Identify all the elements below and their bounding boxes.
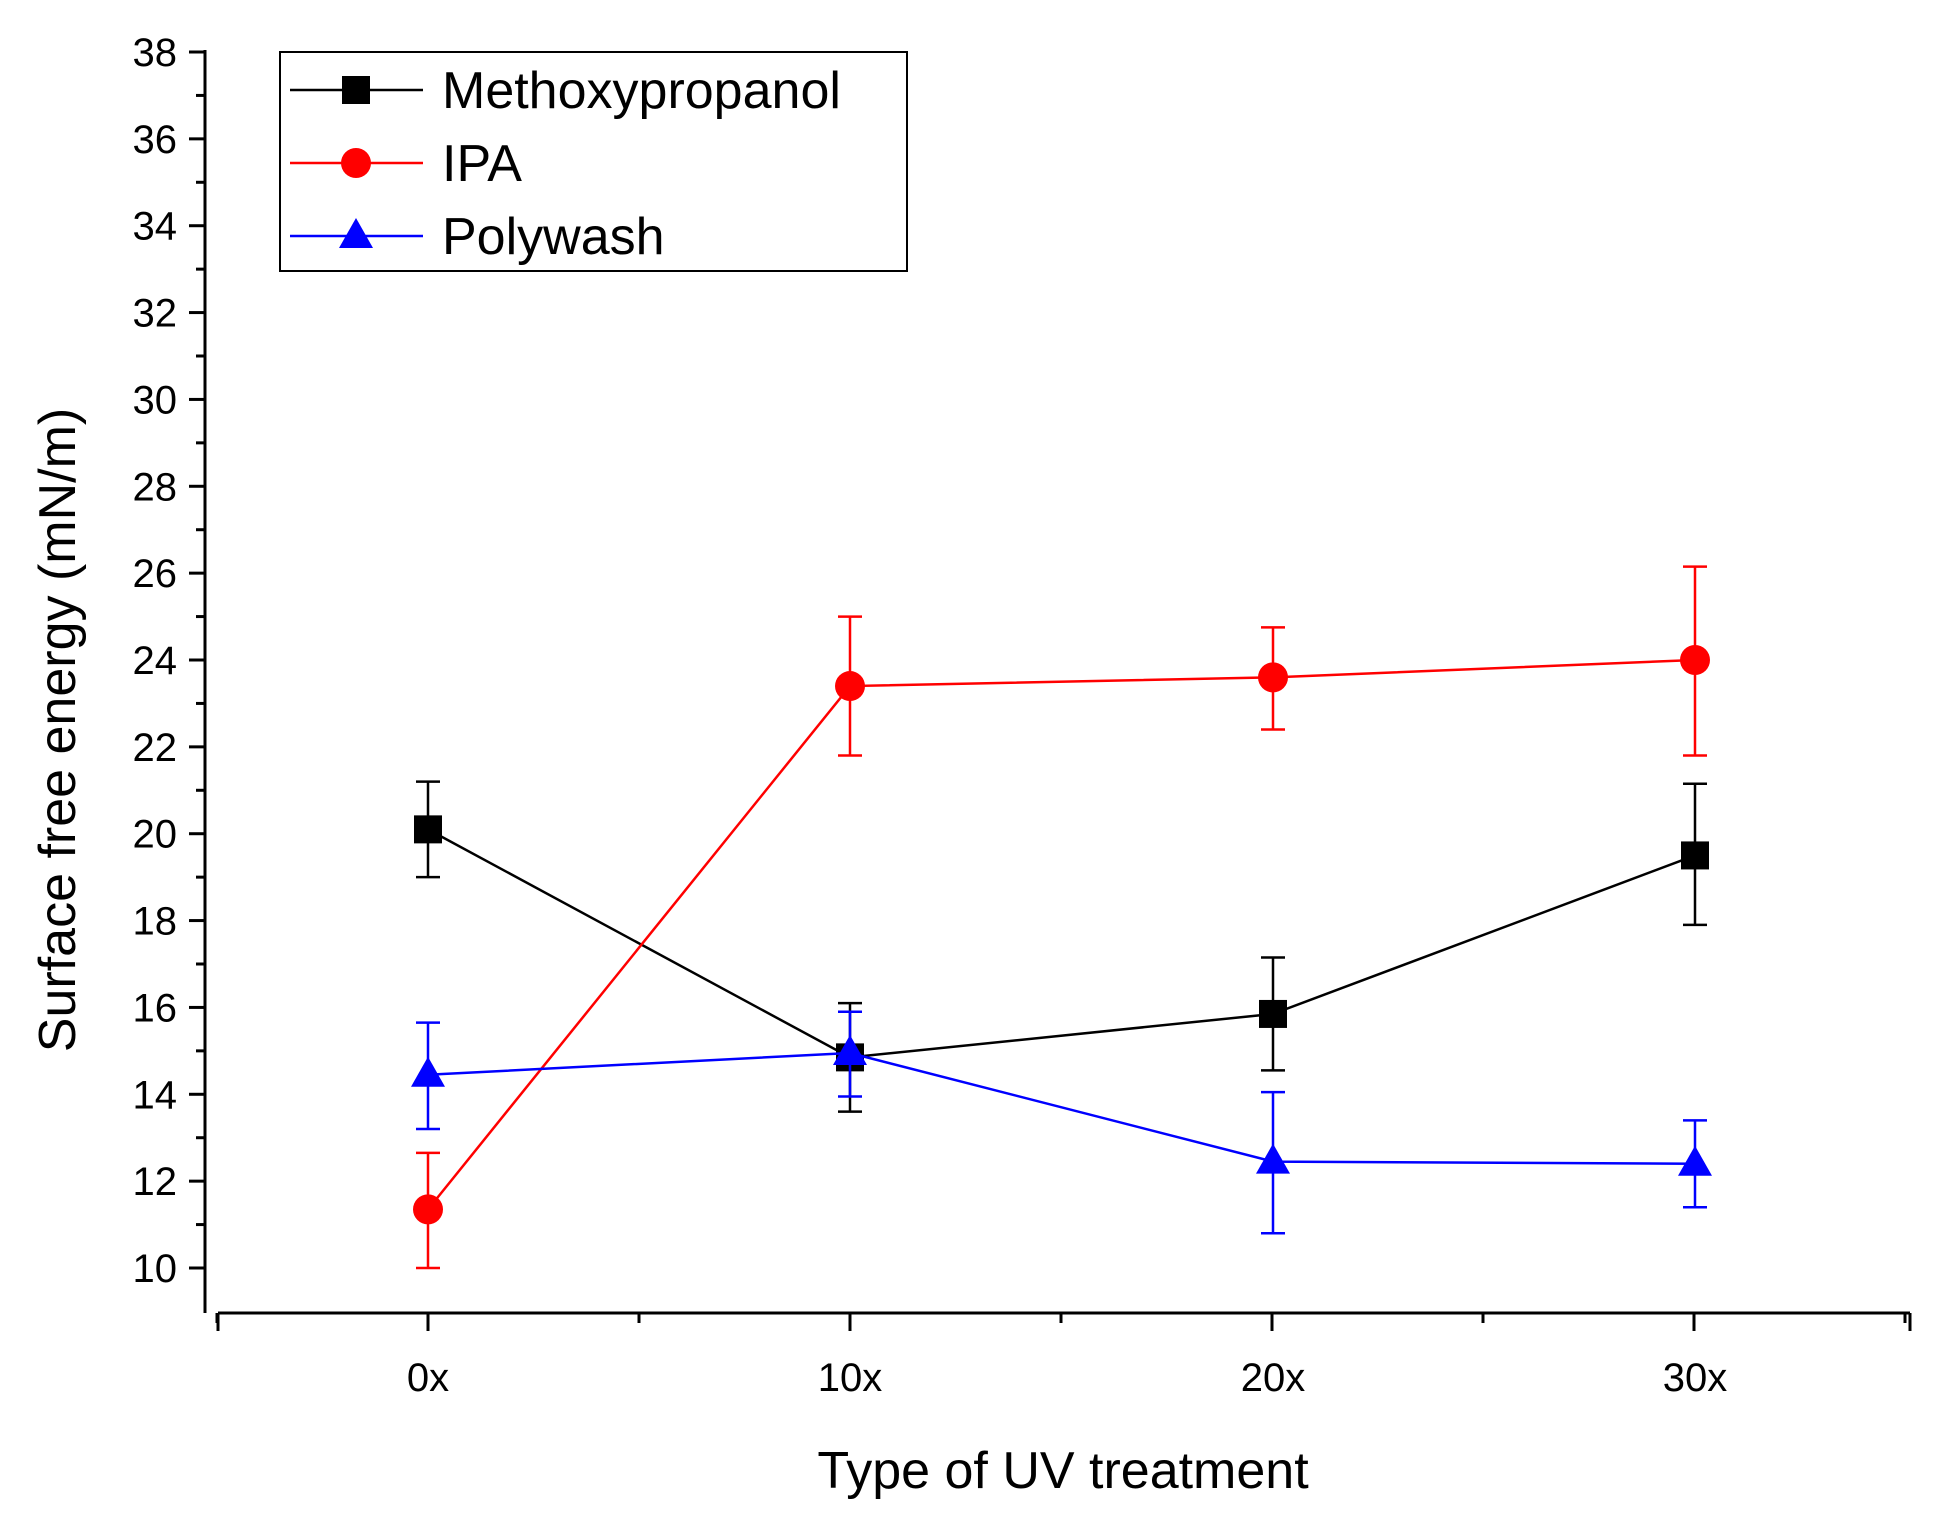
y-tick-label: 30 — [133, 378, 178, 422]
legend: Methoxypropanol IPA Polywash — [279, 51, 908, 272]
data-point — [1256, 1143, 1290, 1174]
data-point — [835, 671, 865, 702]
series-line — [427, 828, 1696, 1059]
y-tick-label: 32 — [133, 292, 178, 336]
y-tick-label: 26 — [133, 552, 178, 596]
x-axis-title: Type of UV treatment — [817, 1442, 1309, 1500]
legend-marker — [342, 76, 370, 104]
y-tick-label: 24 — [133, 639, 178, 683]
series-polywash — [411, 1010, 1712, 1235]
legend-label: Methoxypropanol — [442, 62, 841, 120]
y-tick-label: 16 — [133, 986, 178, 1030]
legend-label: Polywash — [442, 208, 665, 266]
data-point — [1680, 645, 1710, 675]
legend-box — [279, 51, 908, 272]
y-tick-label: 34 — [133, 205, 178, 249]
y-tick-label: 14 — [133, 1073, 178, 1117]
series-line — [427, 1051, 1696, 1166]
y-tick-label: 20 — [133, 813, 178, 857]
x-tick-label: 20x — [1241, 1356, 1306, 1400]
series-ipa — [413, 565, 1710, 1270]
x-tick-label: 0x — [407, 1356, 449, 1400]
axes: 10 12 14 16 18 20 22 24 26 28 30 32 34 36 38 0x 10x 20x 30… — [133, 31, 1912, 1400]
y-tick-label: 18 — [133, 900, 178, 944]
data-point — [1681, 841, 1709, 870]
y-tick-label: 10 — [133, 1247, 178, 1291]
series-layer — [411, 565, 1712, 1270]
data-point — [1259, 999, 1287, 1028]
data-point — [413, 1194, 443, 1225]
data-point — [414, 815, 442, 844]
y-tick-label: 28 — [133, 465, 178, 509]
data-point — [411, 1056, 445, 1087]
y-axis-title: Surface free energy (mN/m) — [29, 408, 87, 1052]
data-point — [1258, 662, 1288, 693]
legend-marker — [339, 218, 373, 248]
data-point — [833, 1035, 867, 1066]
legend-marker — [341, 148, 371, 178]
legend-label: IPA — [442, 135, 522, 193]
x-tick-label: 10x — [818, 1356, 883, 1400]
series-methoxypropanol — [414, 780, 1709, 1113]
series-line — [427, 658, 1696, 1211]
y-tick-label: 38 — [133, 31, 178, 75]
y-tick-label: 36 — [133, 118, 178, 162]
y-tick-label: 22 — [133, 726, 178, 770]
x-tick-label: 30x — [1663, 1356, 1728, 1400]
y-tick-label: 12 — [133, 1160, 178, 1204]
data-point — [1678, 1145, 1712, 1176]
